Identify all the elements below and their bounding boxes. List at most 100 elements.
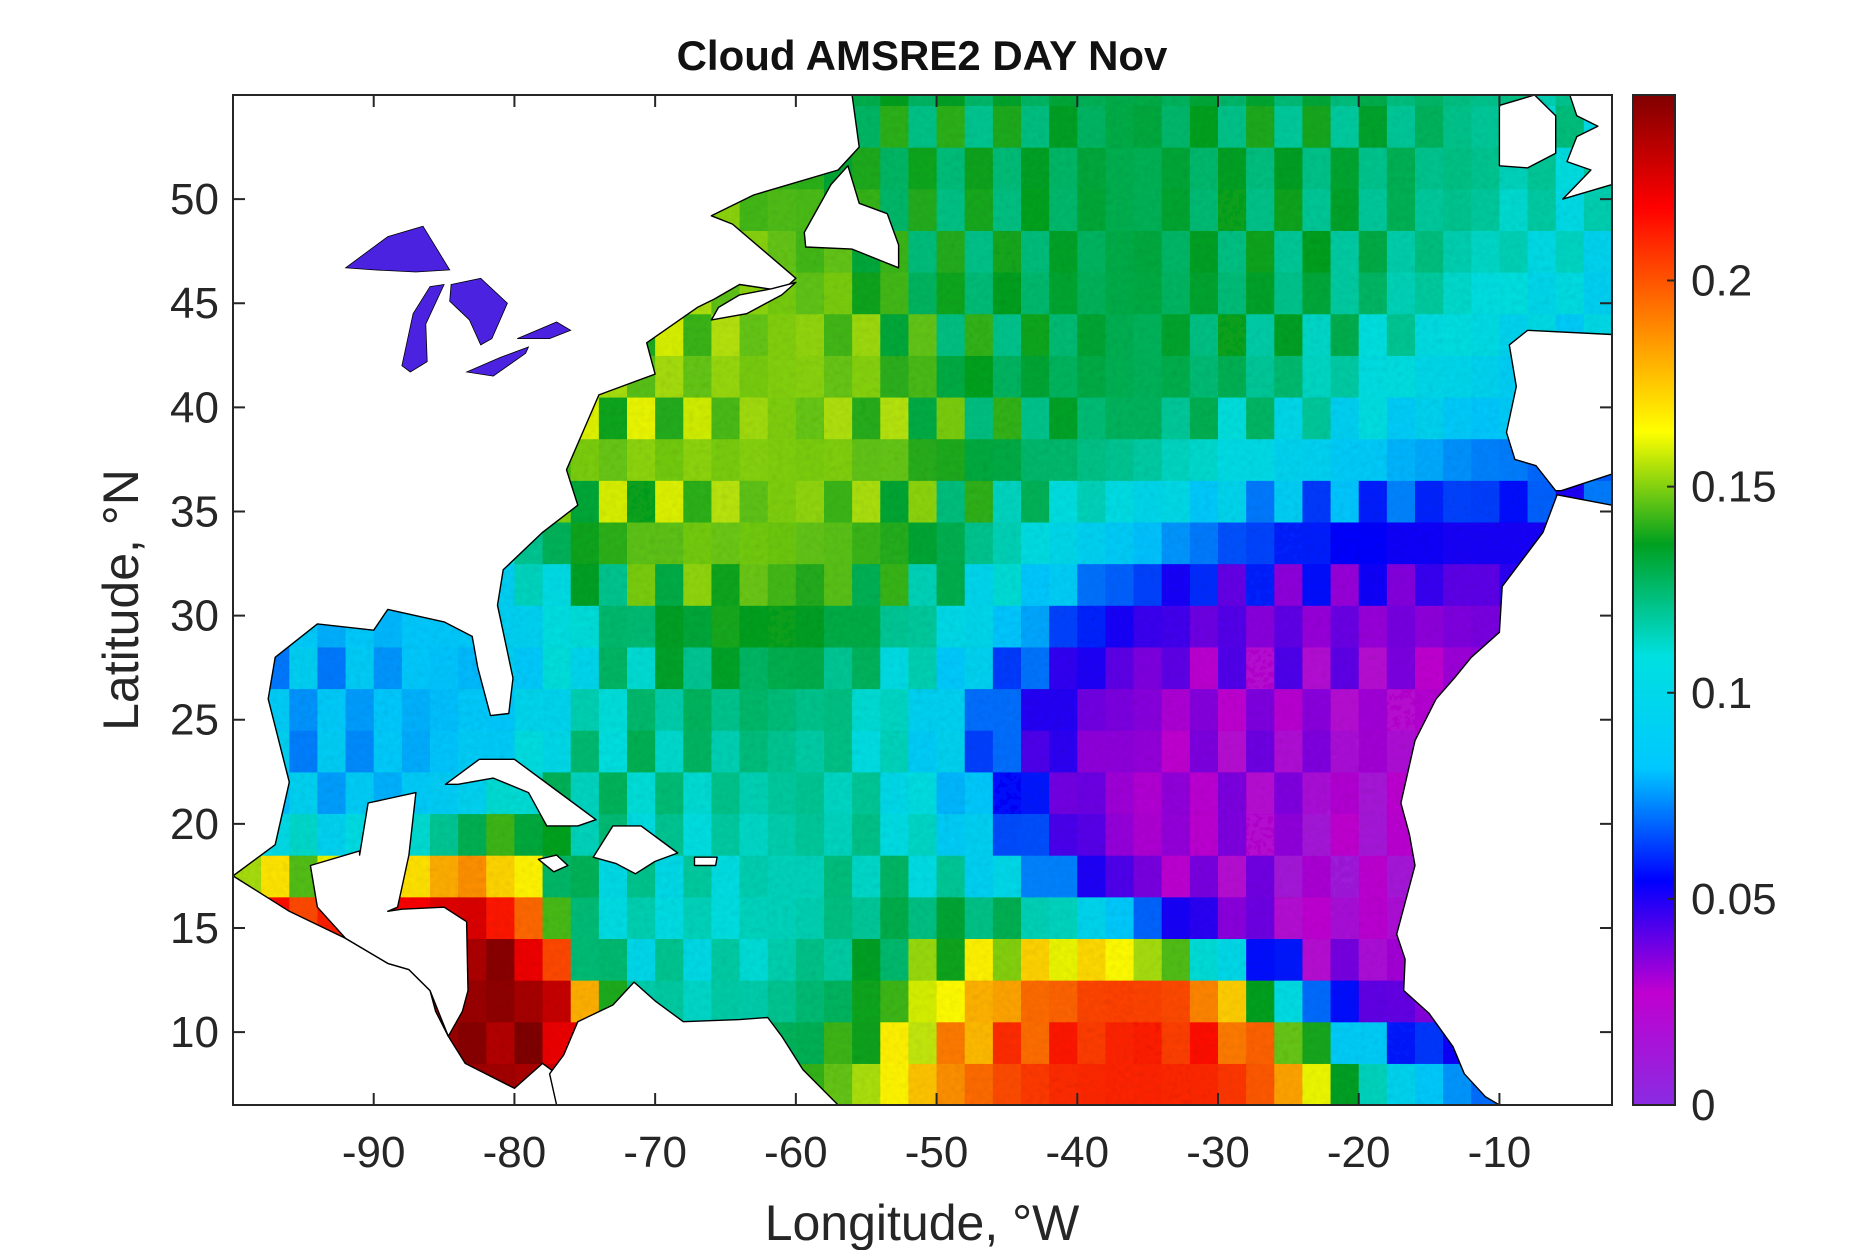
heatmap-cell [1443, 272, 1472, 314]
colorbar-tick-label: 0.15 [1691, 463, 1777, 512]
heatmap-cell [796, 730, 825, 772]
heatmap-cell [1077, 980, 1106, 1022]
heatmap-cell [1302, 772, 1331, 814]
heatmap-cell [1218, 647, 1247, 689]
heatmap-cell [852, 439, 881, 481]
heatmap-cell [1584, 272, 1613, 314]
heatmap-cell [655, 647, 684, 689]
heatmap-cell [1471, 230, 1500, 272]
heatmap-cell [1556, 230, 1585, 272]
heatmap-cell [852, 314, 881, 356]
heatmap-cell [1443, 189, 1472, 231]
heatmap-cell [965, 772, 994, 814]
heatmap-cell [261, 855, 290, 897]
heatmap-cell [824, 605, 853, 647]
heatmap-cell [1359, 564, 1388, 606]
heatmap-cell [1162, 980, 1191, 1022]
heatmap-cell [1105, 397, 1134, 439]
heatmap-cell [965, 105, 994, 147]
heatmap-cell [1471, 355, 1500, 397]
heatmap-cell [937, 189, 966, 231]
heatmap-cell [993, 897, 1022, 939]
heatmap-cell [1134, 230, 1163, 272]
heatmap-cell [711, 647, 740, 689]
heatmap-cell [1049, 980, 1078, 1022]
heatmap-cell [908, 189, 937, 231]
heatmap-cell [1359, 1022, 1388, 1064]
heatmap-cell [627, 647, 656, 689]
heatmap-cell [711, 980, 740, 1022]
heatmap-cell [1274, 938, 1303, 980]
heatmap-cell [1331, 1063, 1360, 1105]
heatmap-cell [1162, 105, 1191, 147]
heatmap-cell [402, 730, 431, 772]
heatmap-cell [1134, 272, 1163, 314]
heatmap-cell [993, 938, 1022, 980]
heatmap-cell [740, 564, 769, 606]
heatmap-cell [627, 522, 656, 564]
heatmap-cell [796, 355, 825, 397]
heatmap-cell [1190, 480, 1219, 522]
heatmap-cell [1246, 105, 1275, 147]
heatmap-cell [1443, 522, 1472, 564]
heatmap-cell [965, 314, 994, 356]
heatmap-cell [655, 439, 684, 481]
heatmap-cell [599, 605, 628, 647]
heatmap-cell [627, 897, 656, 939]
heatmap-cell [627, 605, 656, 647]
x-tick-label: -90 [342, 1128, 406, 1177]
heatmap-cell [740, 480, 769, 522]
heatmap-cell [852, 938, 881, 980]
heatmap-cell [683, 355, 712, 397]
heatmap-cell [796, 897, 825, 939]
heatmap-cell [1218, 522, 1247, 564]
heatmap-cell [1162, 689, 1191, 731]
heatmap-cell [1443, 480, 1472, 522]
x-axis-label: Longitude, °W [765, 1195, 1080, 1250]
y-axis-label: Latitude, °N [93, 469, 149, 731]
heatmap-cell [289, 730, 318, 772]
heatmap-cell [1049, 689, 1078, 731]
heatmap-cell [1471, 439, 1500, 481]
heatmap-cell [908, 105, 937, 147]
heatmap-cell [430, 647, 459, 689]
heatmap-cell [1387, 230, 1416, 272]
heatmap-cell [683, 730, 712, 772]
heatmap-cell [1021, 480, 1050, 522]
heatmap-cell [1162, 772, 1191, 814]
heatmap-cell [430, 813, 459, 855]
heatmap-cell [1331, 314, 1360, 356]
heatmap-cell [711, 938, 740, 980]
heatmap-cell [852, 480, 881, 522]
heatmap-cell [1331, 147, 1360, 189]
heatmap-cell [543, 605, 572, 647]
heatmap-cell [1162, 272, 1191, 314]
heatmap-cell [1528, 272, 1557, 314]
heatmap-cell [1077, 147, 1106, 189]
heatmap-cell [317, 689, 346, 731]
heatmap-cell [1162, 230, 1191, 272]
heatmap-cell [852, 980, 881, 1022]
heatmap-cell [1218, 105, 1247, 147]
heatmap-cell [1077, 272, 1106, 314]
heatmap-cell [740, 647, 769, 689]
heatmap-cell [1274, 272, 1303, 314]
heatmap-cell [852, 855, 881, 897]
heatmap-cell [1218, 355, 1247, 397]
heatmap-cell [965, 855, 994, 897]
heatmap-cell [1021, 647, 1050, 689]
heatmap-cell [683, 897, 712, 939]
heatmap-cell [880, 355, 909, 397]
heatmap-cell [824, 855, 853, 897]
heatmap-cell [1499, 230, 1528, 272]
heatmap-cell [965, 813, 994, 855]
heatmap-cell [1218, 772, 1247, 814]
heatmap-cell [908, 980, 937, 1022]
heatmap-cell [655, 605, 684, 647]
heatmap-cell [655, 938, 684, 980]
y-tick-label: 15 [170, 904, 219, 953]
heatmap-cell [740, 772, 769, 814]
heatmap-cell [937, 564, 966, 606]
heatmap-cell [796, 647, 825, 689]
heatmap-cell [1302, 1022, 1331, 1064]
